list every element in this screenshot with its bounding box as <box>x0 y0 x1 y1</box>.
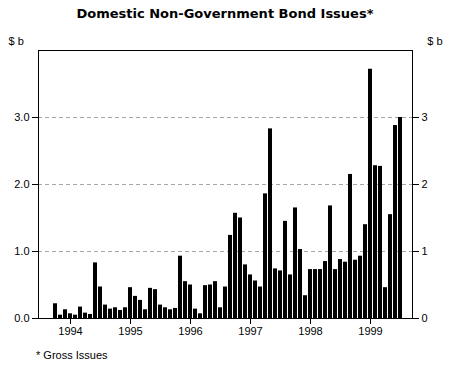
svg-text:1: 1 <box>422 245 428 257</box>
svg-text:$ b: $ b <box>9 35 24 47</box>
svg-text:2: 2 <box>422 178 428 190</box>
svg-text:1.0: 1.0 <box>14 245 29 257</box>
html-text:* Gross Issues: * Gross Issues <box>36 349 108 361</box>
html-text:Domestic Non-Government Bond I: Domestic Non-Government Bond Issues* <box>76 6 374 21</box>
svg-text:0.0: 0.0 <box>14 312 29 324</box>
svg-text:1997: 1997 <box>238 325 262 337</box>
svg-text:$ b: $ b <box>427 35 442 47</box>
svg-text:1995: 1995 <box>118 325 142 337</box>
svg-text:1996: 1996 <box>178 325 202 337</box>
svg-text:1994: 1994 <box>58 325 82 337</box>
svg-text:2.0: 2.0 <box>14 178 29 190</box>
svg-text:1999: 1999 <box>358 325 382 337</box>
svg-text:3: 3 <box>422 111 428 123</box>
svg-text:0: 0 <box>422 312 428 324</box>
svg-text:1998: 1998 <box>298 325 322 337</box>
svg-text:3.0: 3.0 <box>14 111 29 123</box>
